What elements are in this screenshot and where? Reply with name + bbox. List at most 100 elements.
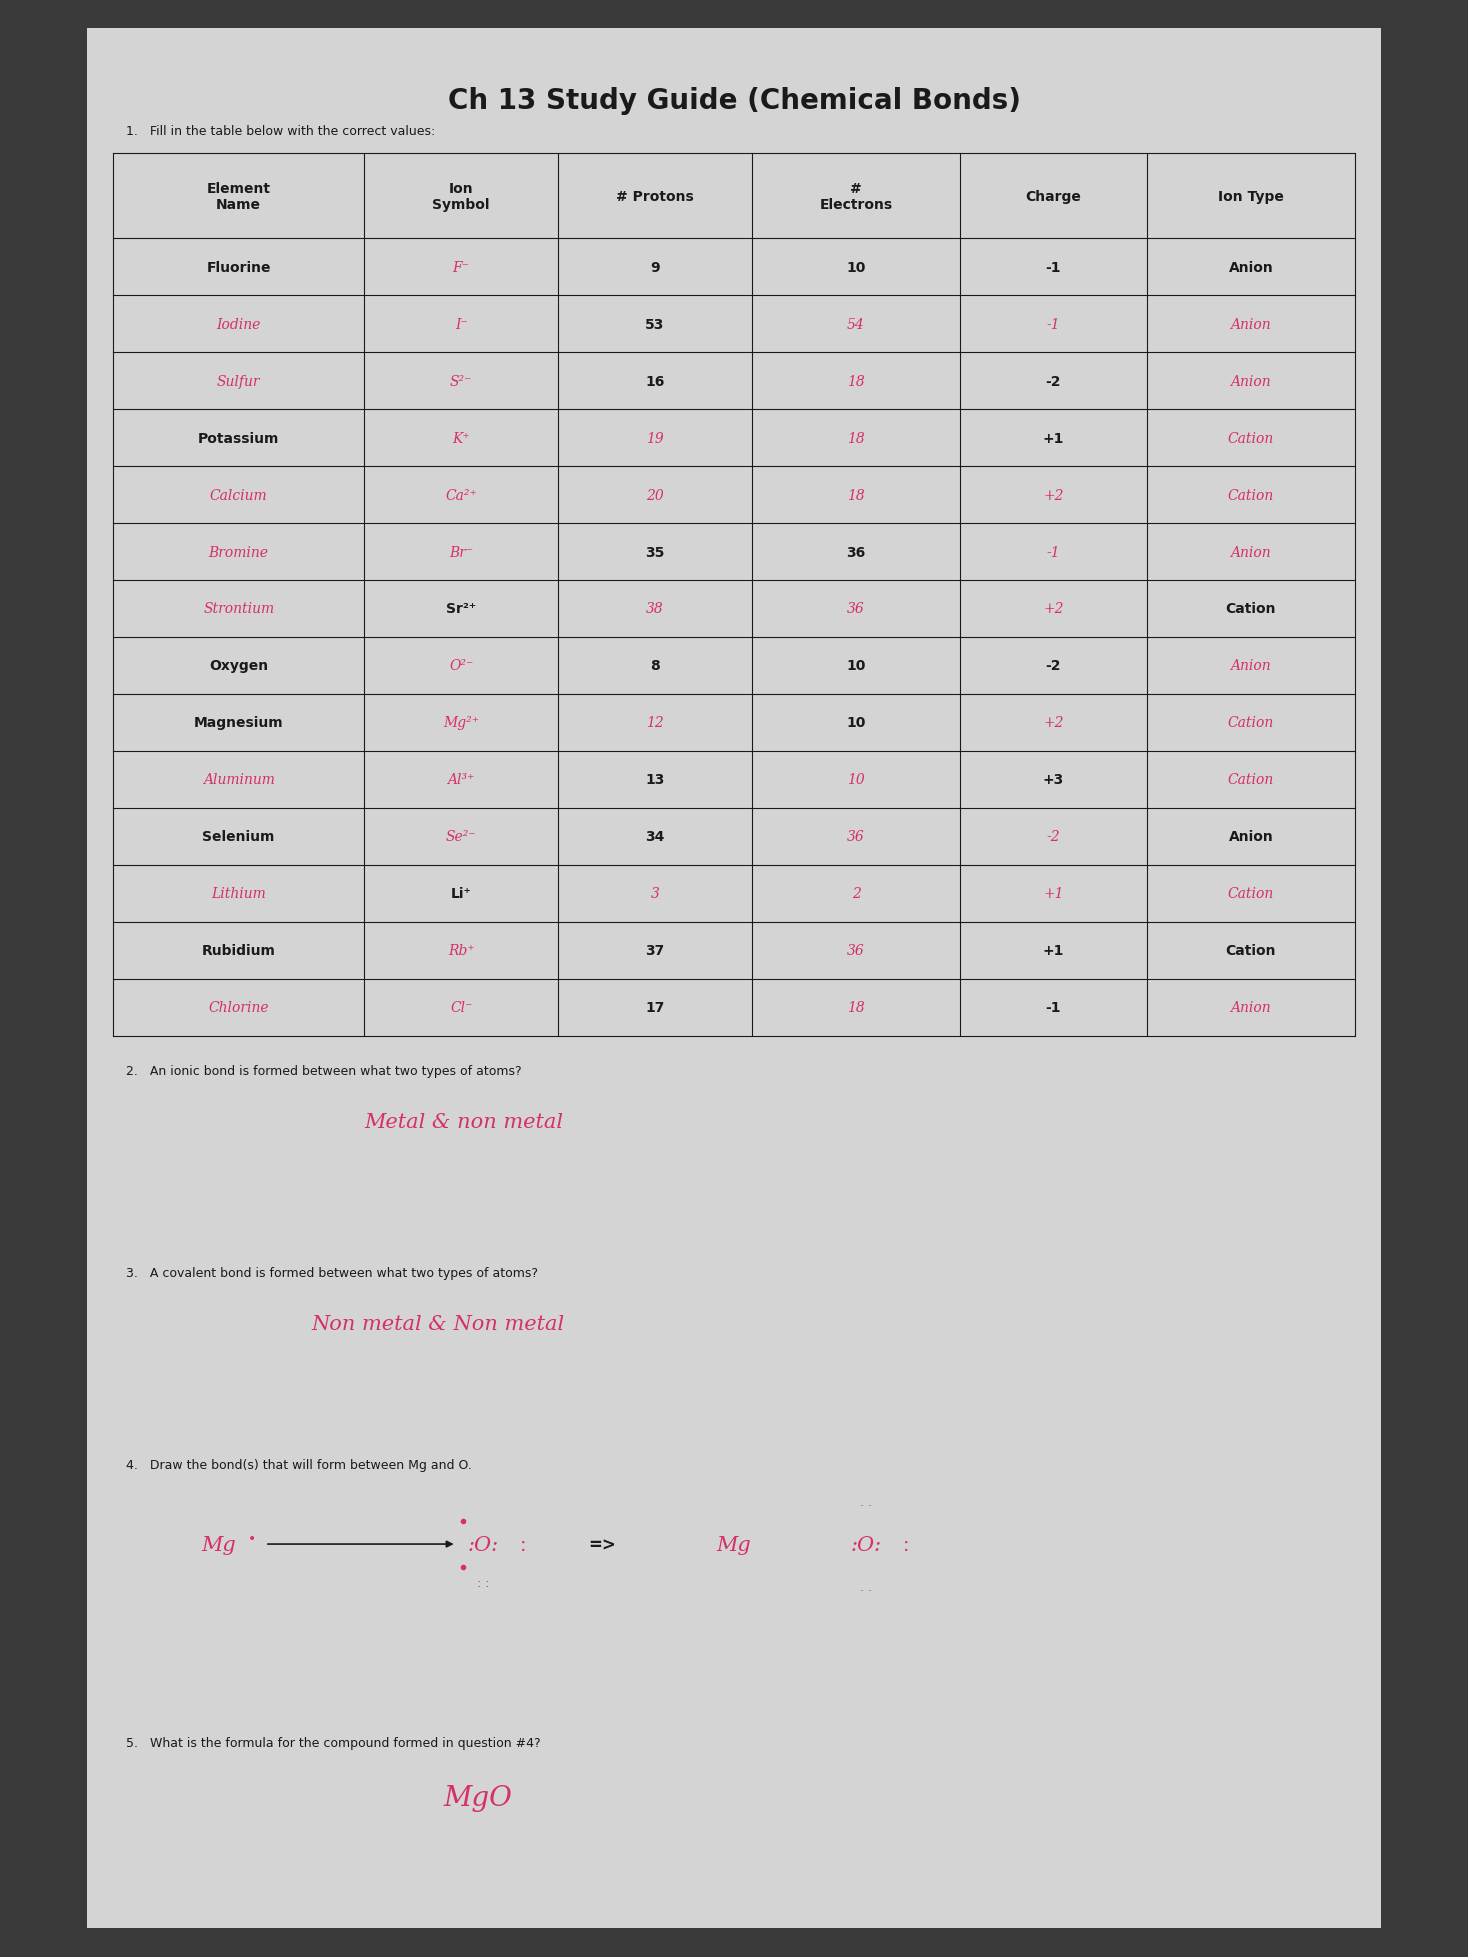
Text: :O:: :O: <box>850 1534 882 1554</box>
Text: # Protons: # Protons <box>617 190 694 204</box>
Text: Anion: Anion <box>1230 1000 1271 1014</box>
Text: Selenium: Selenium <box>203 830 275 843</box>
Text: 12: 12 <box>646 716 664 730</box>
Text: 34: 34 <box>646 830 665 843</box>
Text: Cation: Cation <box>1227 489 1274 503</box>
Text: 36: 36 <box>847 603 865 616</box>
Text: 8: 8 <box>650 660 661 673</box>
Text: Element
Name: Element Name <box>207 182 270 211</box>
Text: Ca²⁺: Ca²⁺ <box>445 489 477 503</box>
Text: Mg²⁺: Mg²⁺ <box>443 716 479 730</box>
Text: =>: => <box>589 1536 615 1554</box>
Text: 2: 2 <box>851 887 860 900</box>
Text: :: : <box>520 1534 526 1554</box>
Text: F⁻: F⁻ <box>452 260 470 274</box>
Text: -1: -1 <box>1047 546 1060 560</box>
Text: 10: 10 <box>847 716 866 730</box>
Text: Anion: Anion <box>1230 660 1271 673</box>
Text: : :: : : <box>477 1575 489 1589</box>
Text: K⁺: K⁺ <box>452 431 470 446</box>
Text: Ion
Symbol: Ion Symbol <box>433 182 490 211</box>
Text: Charge: Charge <box>1026 190 1082 204</box>
Text: Anion: Anion <box>1230 546 1271 560</box>
Text: +1: +1 <box>1044 887 1064 900</box>
Text: 10: 10 <box>847 773 865 787</box>
Text: Ch 13 Study Guide (Chemical Bonds): Ch 13 Study Guide (Chemical Bonds) <box>448 86 1020 115</box>
Text: Rb⁺: Rb⁺ <box>448 943 474 957</box>
Text: 5.   What is the formula for the compound formed in question #4?: 5. What is the formula for the compound … <box>126 1736 540 1750</box>
Text: Al³⁺: Al³⁺ <box>448 773 476 787</box>
Text: Br⁻: Br⁻ <box>449 546 473 560</box>
Text: Li⁺: Li⁺ <box>451 887 471 900</box>
Text: Oxygen: Oxygen <box>208 660 269 673</box>
Text: Cl⁻: Cl⁻ <box>451 1000 473 1014</box>
Text: -1: -1 <box>1045 260 1061 274</box>
Text: 9: 9 <box>650 260 659 274</box>
Text: +2: +2 <box>1044 603 1064 616</box>
Text: 4.   Draw the bond(s) that will form between Mg and O.: 4. Draw the bond(s) that will form betwe… <box>126 1458 473 1472</box>
Text: MgO: MgO <box>443 1785 512 1810</box>
Text: Sr²⁺: Sr²⁺ <box>446 603 476 616</box>
Text: 13: 13 <box>646 773 665 787</box>
Text: Rubidium: Rubidium <box>201 943 276 957</box>
Text: +1: +1 <box>1042 431 1064 446</box>
Text: Anion: Anion <box>1230 317 1271 331</box>
Text: :O:: :O: <box>467 1534 499 1554</box>
Text: +2: +2 <box>1044 716 1064 730</box>
Text: :: : <box>903 1534 909 1554</box>
Text: 18: 18 <box>847 431 865 446</box>
Text: 18: 18 <box>847 374 865 389</box>
Text: 36: 36 <box>847 943 865 957</box>
Text: 10: 10 <box>847 660 866 673</box>
Text: •: • <box>248 1532 255 1546</box>
Text: Aluminum: Aluminum <box>203 773 275 787</box>
Text: . .: . . <box>860 1579 872 1593</box>
Text: Cation: Cation <box>1227 887 1274 900</box>
Text: 16: 16 <box>646 374 665 389</box>
Text: 18: 18 <box>847 1000 865 1014</box>
Text: Se²⁻: Se²⁻ <box>446 830 477 843</box>
Text: Fluorine: Fluorine <box>207 260 272 274</box>
Text: Anion: Anion <box>1230 374 1271 389</box>
Text: Mg: Mg <box>716 1534 752 1554</box>
Text: Chlorine: Chlorine <box>208 1000 269 1014</box>
Text: -1: -1 <box>1045 1000 1061 1014</box>
Text: -2: -2 <box>1047 830 1060 843</box>
Text: 53: 53 <box>646 317 665 331</box>
Text: Sulfur: Sulfur <box>217 374 260 389</box>
Text: Anion: Anion <box>1229 830 1273 843</box>
Text: Cation: Cation <box>1227 431 1274 446</box>
Text: +3: +3 <box>1042 773 1064 787</box>
Text: Cation: Cation <box>1227 716 1274 730</box>
Text: S²⁻: S²⁻ <box>451 374 473 389</box>
Text: Non metal & Non metal: Non metal & Non metal <box>311 1315 564 1333</box>
Text: Anion: Anion <box>1229 260 1273 274</box>
Text: -2: -2 <box>1045 374 1061 389</box>
Text: 3.   A covalent bond is formed between what two types of atoms?: 3. A covalent bond is formed between wha… <box>126 1266 539 1280</box>
Text: O²⁻: O²⁻ <box>449 660 473 673</box>
Text: 36: 36 <box>847 830 865 843</box>
Text: -1: -1 <box>1047 317 1060 331</box>
Text: -2: -2 <box>1045 660 1061 673</box>
Text: Cation: Cation <box>1226 943 1276 957</box>
Text: 2.   An ionic bond is formed between what two types of atoms?: 2. An ionic bond is formed between what … <box>126 1065 521 1078</box>
Text: +2: +2 <box>1044 489 1064 503</box>
Text: Strontium: Strontium <box>203 603 275 616</box>
Text: Cation: Cation <box>1226 603 1276 616</box>
Text: 37: 37 <box>646 943 665 957</box>
Text: 18: 18 <box>847 489 865 503</box>
Text: Cation: Cation <box>1227 773 1274 787</box>
Text: I⁻: I⁻ <box>455 317 468 331</box>
Text: 36: 36 <box>847 546 866 560</box>
Text: #
Electrons: # Electrons <box>819 182 893 211</box>
Text: Lithium: Lithium <box>211 887 266 900</box>
Text: Iodine: Iodine <box>216 317 261 331</box>
Text: 54: 54 <box>847 317 865 331</box>
Text: 20: 20 <box>646 489 664 503</box>
Text: Ion Type: Ion Type <box>1218 190 1284 204</box>
Text: Bromine: Bromine <box>208 546 269 560</box>
Text: 35: 35 <box>646 546 665 560</box>
Text: 19: 19 <box>646 431 664 446</box>
Text: 38: 38 <box>646 603 664 616</box>
Text: Potassium: Potassium <box>198 431 279 446</box>
